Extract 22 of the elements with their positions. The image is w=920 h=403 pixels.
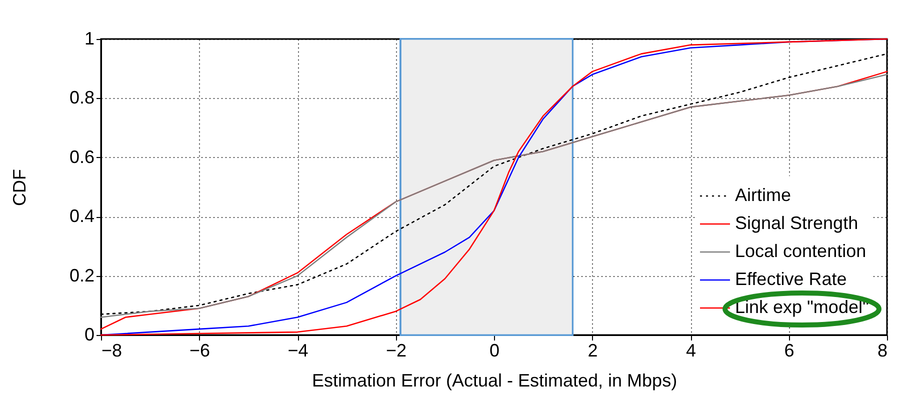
x-tick-label: 4 [686, 340, 696, 360]
x-tick-label: 0 [489, 340, 500, 360]
y-axis-title: CDF [9, 169, 30, 206]
x-tick-label: −8 [102, 340, 122, 360]
legend-label: Airtime [735, 185, 792, 205]
y-tick-label: 0.6 [69, 146, 94, 167]
x-tick-label: −6 [189, 340, 210, 360]
x-tick-label: −4 [288, 340, 308, 360]
x-tick-label: 2 [588, 340, 598, 360]
legend-label: Local contention [735, 241, 866, 261]
x-axis-title: Estimation Error (Actual - Estimated, in Mbps) [312, 370, 678, 390]
legend-label: Signal Strength [735, 213, 858, 233]
legend-label: Link exp "model" [735, 297, 869, 317]
x-tick-label: 6 [784, 340, 794, 360]
y-tick-label: 0.4 [69, 206, 94, 226]
legend-label: Effective Rate [735, 269, 847, 289]
x-tick-label: 8 [877, 340, 888, 360]
y-tick-label: 0 [84, 324, 94, 344]
y-tick-label: 0.2 [69, 265, 94, 286]
y-tick-label: 0.8 [69, 88, 94, 108]
y-tick-label: 1 [84, 28, 94, 48]
x-tick-label: −2 [386, 340, 407, 360]
